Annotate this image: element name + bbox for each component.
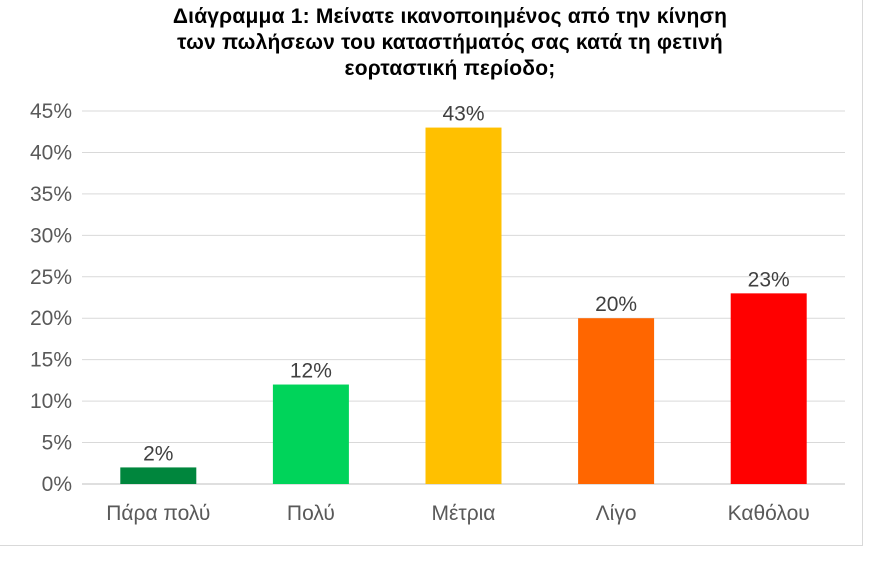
y-tick-label: 40% [30, 141, 72, 164]
y-axis-ticks: 0% 5% 10% 15% 20% 25% 30% 35% 40% 45% [30, 100, 72, 496]
y-tick-label: 20% [30, 307, 72, 330]
category-label: Καθόλου [728, 502, 810, 525]
category-label: Πολύ [287, 502, 335, 525]
data-label: 2% [143, 442, 173, 465]
category-label: Πάρα πολύ [106, 502, 210, 525]
y-tick-label: 10% [30, 390, 72, 413]
y-tick-label: 15% [30, 349, 72, 372]
chart-title-line-3: εορταστική περίοδο; [344, 57, 556, 80]
y-tick-label: 5% [42, 432, 72, 455]
chart-title: Διάγραμμα 1: Μείνατε ικανοποιημένος από … [60, 4, 840, 82]
data-label: 20% [595, 293, 637, 316]
y-tick-label: 30% [30, 224, 72, 247]
bars [120, 127, 807, 485]
bar [578, 318, 655, 484]
bar [425, 127, 502, 485]
data-label: 23% [748, 268, 790, 291]
y-tick-label: 25% [30, 266, 72, 289]
x-axis-categories: Πάρα πολύ Πολύ Μέτρια Λίγο Καθόλου [106, 502, 810, 525]
y-tick-label: 35% [30, 183, 72, 206]
data-label: 12% [290, 360, 332, 383]
data-label: 43% [442, 103, 484, 126]
chart-title-line-1: Διάγραμμα 1: Μείνατε ικανοποιημένος από … [172, 5, 728, 28]
y-tick-label: 0% [42, 473, 72, 496]
chart-title-line-2: των πωλήσεων του καταστήματός σας κατά τ… [177, 31, 723, 54]
y-tick-label: 45% [30, 100, 72, 123]
bar [120, 467, 197, 484]
bar [272, 384, 349, 484]
bar [730, 293, 807, 484]
category-label: Λίγο [596, 502, 637, 525]
data-labels: 2% 12% 43% 20% 23% [143, 103, 790, 466]
category-label: Μέτρια [432, 502, 496, 525]
